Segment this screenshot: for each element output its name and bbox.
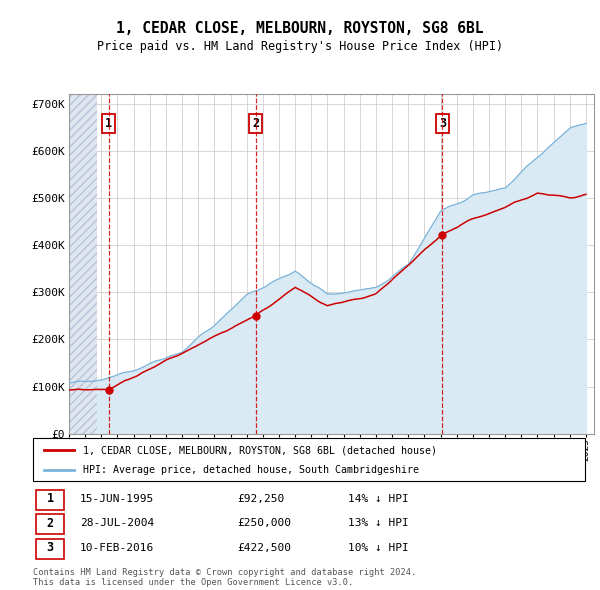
Text: 2: 2 [47, 517, 53, 530]
Text: £92,250: £92,250 [237, 494, 284, 504]
FancyBboxPatch shape [36, 514, 64, 534]
FancyBboxPatch shape [36, 490, 64, 510]
Text: 1, CEDAR CLOSE, MELBOURN, ROYSTON, SG8 6BL (detached house): 1, CEDAR CLOSE, MELBOURN, ROYSTON, SG8 6… [83, 445, 437, 455]
Text: 15-JUN-1995: 15-JUN-1995 [80, 494, 154, 504]
Text: 3: 3 [439, 117, 446, 130]
Text: £422,500: £422,500 [237, 543, 291, 553]
Text: Contains HM Land Registry data © Crown copyright and database right 2024.
This d: Contains HM Land Registry data © Crown c… [33, 568, 416, 587]
Text: 1: 1 [47, 492, 53, 505]
FancyBboxPatch shape [33, 438, 585, 481]
Text: 1: 1 [105, 117, 112, 130]
Text: 28-JUL-2004: 28-JUL-2004 [80, 519, 154, 528]
Text: 10% ↓ HPI: 10% ↓ HPI [347, 543, 409, 553]
Text: 14% ↓ HPI: 14% ↓ HPI [347, 494, 409, 504]
Text: £250,000: £250,000 [237, 519, 291, 528]
FancyBboxPatch shape [36, 539, 64, 559]
Text: 13% ↓ HPI: 13% ↓ HPI [347, 519, 409, 528]
Text: 3: 3 [47, 542, 53, 555]
Text: 10-FEB-2016: 10-FEB-2016 [80, 543, 154, 553]
Text: 1, CEDAR CLOSE, MELBOURN, ROYSTON, SG8 6BL: 1, CEDAR CLOSE, MELBOURN, ROYSTON, SG8 6… [116, 21, 484, 35]
Text: 2: 2 [253, 117, 259, 130]
Text: Price paid vs. HM Land Registry's House Price Index (HPI): Price paid vs. HM Land Registry's House … [97, 40, 503, 53]
Text: HPI: Average price, detached house, South Cambridgeshire: HPI: Average price, detached house, Sout… [83, 466, 419, 475]
